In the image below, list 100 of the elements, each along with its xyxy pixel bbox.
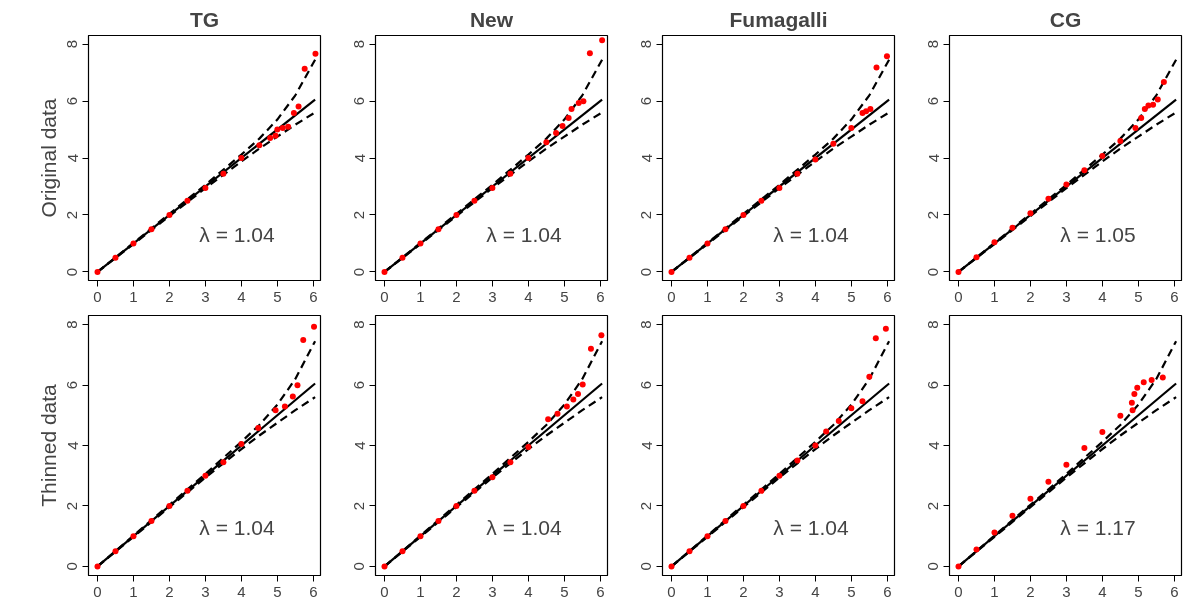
y-tick-label: 4 [350,441,368,450]
y-tick-label: 4 [350,153,368,163]
annotation: λ = 1.04 [199,223,275,247]
y-tick-label: 6 [63,380,81,390]
annotation: λ = 1.04 [486,516,562,540]
y-tick-label: 2 [350,501,368,511]
x-tick-label: 6 [1170,582,1179,600]
x-tick-label: 4 [524,287,533,305]
y-tick-label: 4 [637,441,655,450]
x-tick-label: 5 [847,287,856,305]
y-tick-label: 0 [350,267,368,277]
x-tick-label: 5 [847,582,856,600]
x-tick-label: 1 [703,287,712,305]
y-tick-label: 0 [350,562,368,571]
x-tick-label: 2 [739,287,748,305]
x-tick-label: 5 [1134,582,1143,600]
y-tick-label: 6 [63,96,81,106]
x-tick-label: 4 [524,582,533,600]
x-tick-label: 1 [990,287,999,305]
x-tick-label: 6 [883,287,892,305]
x-tick-label: 5 [560,582,569,600]
x-tick-label: 4 [237,287,246,305]
x-tick-label: 1 [416,287,425,305]
y-tick-label: 2 [63,501,81,511]
y-tick-label: 4 [924,153,942,163]
y-tick-label: 8 [924,39,942,49]
x-tick-label: 6 [309,582,318,600]
x-tick-label: 5 [273,582,282,600]
y-tick-label: 0 [637,267,655,277]
x-tick-label: 3 [775,287,784,305]
x-tick-label: 4 [811,582,820,600]
y-tick-label: 8 [63,320,81,329]
x-tick-label: 6 [309,287,318,305]
x-tick-label: 2 [1026,287,1035,305]
x-tick-label: 0 [93,287,102,305]
chart-title: CG [1049,7,1082,31]
y-tick-label: 6 [350,380,368,390]
annotation: λ = 1.04 [486,223,562,247]
x-tick-label: 1 [129,287,138,305]
x-tick-label: 1 [990,582,999,600]
y-tick-label: 2 [63,210,81,220]
y-tick-label: 0 [924,267,942,277]
x-tick-label: 0 [954,287,963,305]
x-tick-label: 1 [129,582,138,600]
x-tick-label: 0 [667,287,676,305]
x-tick-label: 2 [165,582,174,600]
y-tick-label: 8 [637,39,655,49]
y-tick-label: 0 [63,562,81,571]
annotation: λ = 1.04 [773,223,849,247]
y-tick-label: 2 [924,210,942,220]
x-tick-label: 2 [1026,582,1035,600]
y-axis-title: Original data [36,98,60,218]
y-tick-label: 2 [924,501,942,511]
x-tick-label: 0 [93,582,102,600]
x-tick-label: 0 [380,582,389,600]
x-tick-label: 5 [560,287,569,305]
x-tick-label: 5 [1134,287,1143,305]
x-tick-label: 4 [237,582,246,600]
chart-title: New [469,7,514,31]
x-tick-label: 3 [488,287,497,305]
x-tick-label: 3 [775,582,784,600]
y-axis-title: Thinned data [36,383,60,507]
y-tick-label: 6 [350,96,368,106]
x-tick-label: 0 [667,582,676,600]
y-tick-label: 2 [637,501,655,511]
y-tick-label: 6 [637,96,655,106]
y-tick-label: 2 [350,210,368,220]
y-tick-label: 8 [637,320,655,329]
y-tick-label: 8 [63,39,81,49]
y-tick-label: 2 [637,210,655,220]
x-tick-label: 4 [1098,582,1107,600]
annotation: λ = 1.05 [1060,223,1136,247]
y-tick-label: 6 [924,96,942,106]
x-tick-label: 0 [954,582,963,600]
x-tick-label: 3 [201,582,210,600]
x-tick-label: 4 [1098,287,1107,305]
x-tick-label: 6 [596,582,605,600]
x-tick-label: 3 [1062,582,1071,600]
y-tick-label: 8 [924,320,942,329]
annotation: λ = 1.04 [773,516,849,540]
y-tick-label: 0 [637,562,655,571]
y-tick-label: 6 [637,380,655,390]
x-tick-label: 2 [739,582,748,600]
x-tick-label: 0 [380,287,389,305]
x-tick-label: 6 [596,287,605,305]
x-tick-label: 4 [811,287,820,305]
x-tick-label: 3 [488,582,497,600]
y-tick-label: 4 [637,153,655,163]
x-tick-label: 5 [273,287,282,305]
y-tick-label: 0 [63,267,81,277]
y-tick-label: 4 [63,441,81,450]
y-tick-label: 8 [350,39,368,49]
x-tick-label: 6 [883,582,892,600]
annotation: λ = 1.17 [1060,516,1136,540]
y-tick-label: 4 [63,153,81,163]
y-tick-label: 4 [924,441,942,450]
annotation: λ = 1.04 [199,516,275,540]
chart-title: TG [189,7,220,31]
x-tick-label: 1 [703,582,712,600]
x-tick-label: 6 [1170,287,1179,305]
